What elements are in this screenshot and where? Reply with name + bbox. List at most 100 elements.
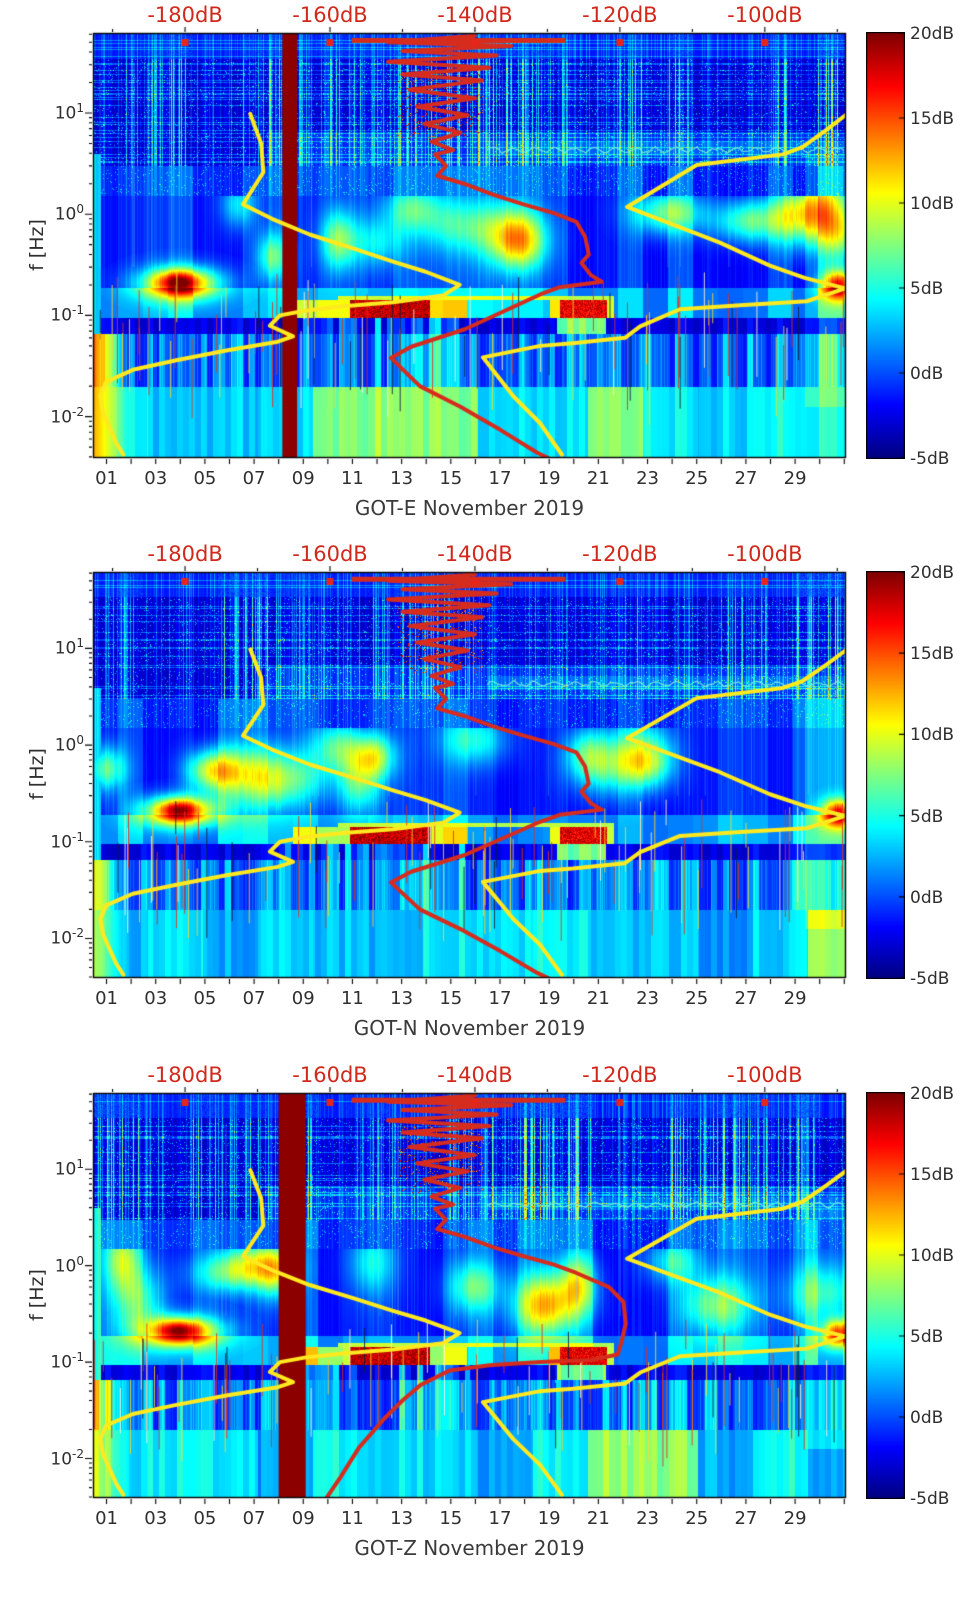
x-tick-label: 21 — [586, 1508, 610, 1529]
colorbar-tick-label: 5dB — [910, 1327, 944, 1347]
x-tick-label: 07 — [242, 468, 266, 489]
y-tick-exponent: 1 — [76, 636, 84, 651]
colorbar-tick-label: 0dB — [910, 364, 944, 384]
x-tick-label: 29 — [783, 468, 807, 489]
x-tick-label: 11 — [340, 1508, 364, 1529]
x-tick-label: 19 — [537, 1508, 561, 1529]
top-axis-label: -160dB — [292, 1063, 368, 1087]
x-tick-label: 13 — [390, 1508, 414, 1529]
x-tick-label: 07 — [242, 1508, 266, 1529]
x-tick-label: 27 — [734, 468, 758, 489]
chart-title-got-n: GOT-N November 2019 — [353, 1016, 586, 1040]
y-tick-label: 10-1 — [50, 303, 84, 327]
colorbar-tick-label: 15dB — [910, 644, 955, 665]
top-axis-label: -160dB — [292, 542, 368, 566]
x-tick-label: 05 — [193, 468, 217, 489]
colorbar-tick-label: 10dB — [910, 194, 955, 214]
top-axis-label: -140dB — [437, 542, 513, 566]
top-axis-label: -120dB — [582, 542, 658, 566]
colorbar-tick-label: 10dB — [910, 1246, 955, 1266]
colorbar-tick-label: 15dB — [910, 1165, 955, 1185]
y-tick-label: 10-1 — [50, 1350, 84, 1373]
x-tick-label: 27 — [734, 988, 758, 1009]
y-tick-label: 100 — [54, 733, 84, 756]
colorbar-tick-label: -5dB — [910, 969, 950, 989]
x-tick-label: 21 — [586, 468, 610, 489]
x-tick-label: 17 — [488, 1508, 512, 1529]
colorbar-tick-label: 20dB — [910, 1084, 955, 1104]
spectrogram-canvas-got-z — [79, 1079, 860, 1512]
y-tick-exponent: -2 — [72, 404, 84, 419]
top-axis-label: -140dB — [437, 1063, 513, 1087]
chart-title-got-e: GOT-E November 2019 — [354, 496, 585, 520]
y-tick-exponent: -2 — [72, 926, 84, 941]
x-tick-label: 09 — [291, 468, 315, 489]
y-tick-exponent: -1 — [72, 303, 84, 318]
y-tick-label: 101 — [54, 1157, 84, 1180]
x-tick-label: 15 — [439, 1508, 463, 1529]
y-tick-exponent: -1 — [72, 1350, 84, 1365]
colorbar-tick-label: 0dB — [910, 1408, 944, 1428]
x-tick-label: 11 — [340, 988, 364, 1009]
x-tick-label: 05 — [193, 988, 217, 1009]
colorbar-tick-label: 15dB — [910, 109, 955, 129]
x-tick-label: 17 — [488, 468, 512, 489]
y-tick-exponent: -2 — [72, 1446, 84, 1461]
colorbar-tick-label: -5dB — [910, 1489, 950, 1509]
x-tick-label: 25 — [685, 988, 709, 1009]
x-tick-label: 21 — [586, 988, 610, 1009]
x-tick-label: 03 — [144, 988, 168, 1009]
spectrogram-canvas-got-n — [79, 558, 860, 992]
top-axis-label: -100dB — [727, 542, 803, 566]
x-tick-label: 01 — [95, 1508, 118, 1529]
x-tick-label: 11 — [340, 468, 364, 489]
x-tick-label: 25 — [685, 468, 709, 489]
x-tick-label: 03 — [144, 468, 168, 489]
colorbar-canvas-2 — [866, 571, 905, 979]
top-axis-label: -120dB — [582, 1063, 658, 1087]
y-tick-label: 10-2 — [50, 926, 84, 950]
x-tick-label: 15 — [439, 988, 463, 1009]
x-tick-label: 07 — [242, 988, 266, 1009]
y-tick-exponent: 1 — [76, 1157, 84, 1172]
x-tick-label: 03 — [144, 1508, 168, 1529]
top-axis-label: -180dB — [147, 1063, 223, 1087]
y-tick-exponent: 0 — [76, 1253, 84, 1268]
y-tick-label: 101 — [54, 100, 84, 124]
x-tick-label: 23 — [636, 468, 659, 489]
colorbar-tick-label: 5dB — [910, 806, 944, 827]
top-axis-label: -180dB — [147, 542, 223, 566]
x-tick-label: 23 — [636, 1508, 659, 1529]
y-tick-exponent: 0 — [76, 733, 84, 748]
y-axis-label-3: f [Hz] — [26, 1268, 48, 1321]
x-tick-label: 19 — [537, 468, 561, 489]
top-axis-label: -180dB — [147, 3, 223, 27]
x-tick-label: 27 — [734, 1508, 758, 1529]
colorbar-canvas-1 — [866, 32, 905, 459]
colorbar-tick-label: 20dB — [910, 24, 955, 44]
y-tick-exponent: 0 — [76, 202, 84, 217]
x-tick-label: 29 — [783, 1508, 807, 1529]
x-tick-label: 05 — [193, 1508, 217, 1529]
x-tick-label: 19 — [537, 988, 561, 1009]
top-axis-label: -100dB — [727, 1063, 803, 1087]
spectrogram-canvas-got-e — [79, 19, 860, 472]
x-tick-label: 01 — [95, 988, 118, 1009]
y-tick-exponent: -1 — [72, 829, 84, 844]
y-tick-label: 10-2 — [50, 1446, 84, 1470]
x-tick-label: 01 — [95, 468, 118, 489]
y-tick-label: 10-2 — [50, 404, 84, 428]
top-axis-label: -160dB — [292, 3, 368, 27]
colorbar-tick-label: -5dB — [910, 449, 950, 469]
x-tick-label: 17 — [488, 988, 512, 1009]
colorbar-tick-label: 0dB — [910, 887, 944, 908]
x-tick-label: 09 — [291, 1508, 315, 1529]
x-tick-label: 23 — [636, 988, 659, 1009]
colorbar-canvas-3 — [866, 1092, 905, 1499]
top-axis-label: -100dB — [727, 3, 803, 27]
y-tick-label: 101 — [54, 636, 84, 660]
top-axis-label: -120dB — [582, 3, 658, 27]
